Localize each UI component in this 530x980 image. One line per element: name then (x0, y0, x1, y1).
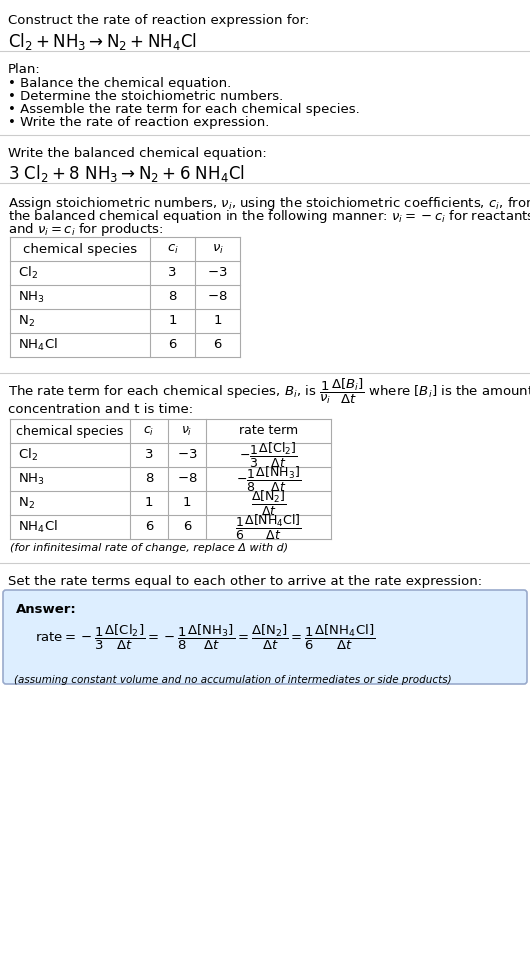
Text: $\mathrm{Cl_2 + NH_3 \rightarrow N_2 + NH_4Cl}$: $\mathrm{Cl_2 + NH_3 \rightarrow N_2 + N… (8, 31, 197, 52)
Text: 8: 8 (145, 472, 153, 485)
Text: $\mathrm{NH_4Cl}$: $\mathrm{NH_4Cl}$ (18, 519, 58, 535)
Text: $-8$: $-8$ (176, 472, 197, 485)
Text: Write the balanced chemical equation:: Write the balanced chemical equation: (8, 147, 267, 160)
Text: $\mathrm{Cl_2}$: $\mathrm{Cl_2}$ (18, 447, 38, 463)
Text: Answer:: Answer: (16, 603, 77, 616)
Text: $-\dfrac{1}{3}\dfrac{\Delta[\mathrm{Cl_2}]}{\Delta t}$: $-\dfrac{1}{3}\dfrac{\Delta[\mathrm{Cl_2… (239, 440, 298, 469)
Text: $-\dfrac{1}{8}\dfrac{\Delta[\mathrm{NH_3}]}{\Delta t}$: $-\dfrac{1}{8}\dfrac{\Delta[\mathrm{NH_3… (236, 465, 301, 494)
Text: 1: 1 (213, 315, 222, 327)
Text: 1: 1 (168, 315, 176, 327)
Text: the balanced chemical equation in the following manner: $\nu_i = -c_i$ for react: the balanced chemical equation in the fo… (8, 208, 530, 225)
Text: $\mathrm{NH_3}$: $\mathrm{NH_3}$ (18, 471, 45, 486)
Text: 8: 8 (169, 290, 176, 304)
Text: $\nu_i$: $\nu_i$ (181, 424, 193, 437)
FancyBboxPatch shape (3, 590, 527, 684)
Text: Construct the rate of reaction expression for:: Construct the rate of reaction expressio… (8, 14, 309, 27)
Text: $\dfrac{1}{6}\dfrac{\Delta[\mathrm{NH_4Cl}]}{\Delta t}$: $\dfrac{1}{6}\dfrac{\Delta[\mathrm{NH_4C… (235, 513, 302, 542)
Text: 6: 6 (145, 520, 153, 533)
Text: 6: 6 (213, 338, 222, 352)
Text: $\mathrm{NH_3}$: $\mathrm{NH_3}$ (18, 289, 45, 305)
Text: (for infinitesimal rate of change, replace Δ with d): (for infinitesimal rate of change, repla… (10, 543, 288, 553)
Text: Plan:: Plan: (8, 63, 41, 76)
Text: • Balance the chemical equation.: • Balance the chemical equation. (8, 77, 231, 90)
Text: 1: 1 (183, 497, 191, 510)
Text: Assign stoichiometric numbers, $\nu_i$, using the stoichiometric coefficients, $: Assign stoichiometric numbers, $\nu_i$, … (8, 195, 530, 212)
Text: (assuming constant volume and no accumulation of intermediates or side products): (assuming constant volume and no accumul… (14, 675, 452, 685)
Text: rate term: rate term (239, 424, 298, 437)
Text: 1: 1 (145, 497, 153, 510)
Text: $\mathrm{NH_4Cl}$: $\mathrm{NH_4Cl}$ (18, 337, 58, 353)
Text: $-3$: $-3$ (177, 449, 197, 462)
Text: $\mathrm{N_2}$: $\mathrm{N_2}$ (18, 496, 35, 511)
Text: • Assemble the rate term for each chemical species.: • Assemble the rate term for each chemic… (8, 103, 360, 116)
Text: concentration and t is time:: concentration and t is time: (8, 403, 193, 416)
Text: chemical species: chemical species (16, 424, 123, 437)
Text: • Determine the stoichiometric numbers.: • Determine the stoichiometric numbers. (8, 90, 283, 103)
Text: $c_i$: $c_i$ (166, 242, 179, 256)
Text: $c_i$: $c_i$ (144, 424, 155, 437)
Text: $-8$: $-8$ (207, 290, 228, 304)
Text: • Write the rate of reaction expression.: • Write the rate of reaction expression. (8, 116, 269, 129)
Text: The rate term for each chemical species, $B_i$, is $\dfrac{1}{\nu_i}\dfrac{\Delt: The rate term for each chemical species,… (8, 376, 530, 406)
Text: 6: 6 (169, 338, 176, 352)
Text: $\mathrm{N_2}$: $\mathrm{N_2}$ (18, 314, 35, 328)
Text: $\dfrac{\Delta[\mathrm{N_2}]}{\Delta t}$: $\dfrac{\Delta[\mathrm{N_2}]}{\Delta t}$ (251, 488, 286, 517)
Text: 3: 3 (145, 449, 153, 462)
Text: Set the rate terms equal to each other to arrive at the rate expression:: Set the rate terms equal to each other t… (8, 575, 482, 588)
Text: $\mathrm{rate} = -\dfrac{1}{3}\dfrac{\Delta[\mathrm{Cl_2}]}{\Delta t} = -\dfrac{: $\mathrm{rate} = -\dfrac{1}{3}\dfrac{\De… (35, 622, 375, 652)
Text: chemical species: chemical species (23, 242, 137, 256)
Text: 3: 3 (168, 267, 176, 279)
Text: $\mathrm{Cl_2}$: $\mathrm{Cl_2}$ (18, 265, 38, 281)
Text: $-3$: $-3$ (207, 267, 228, 279)
Text: $\mathrm{3\ Cl_2 + 8\ NH_3 \rightarrow N_2 + 6\ NH_4Cl}$: $\mathrm{3\ Cl_2 + 8\ NH_3 \rightarrow N… (8, 163, 245, 184)
Text: 6: 6 (183, 520, 191, 533)
Text: and $\nu_i = c_i$ for products:: and $\nu_i = c_i$ for products: (8, 221, 164, 238)
Text: $\nu_i$: $\nu_i$ (211, 242, 224, 256)
